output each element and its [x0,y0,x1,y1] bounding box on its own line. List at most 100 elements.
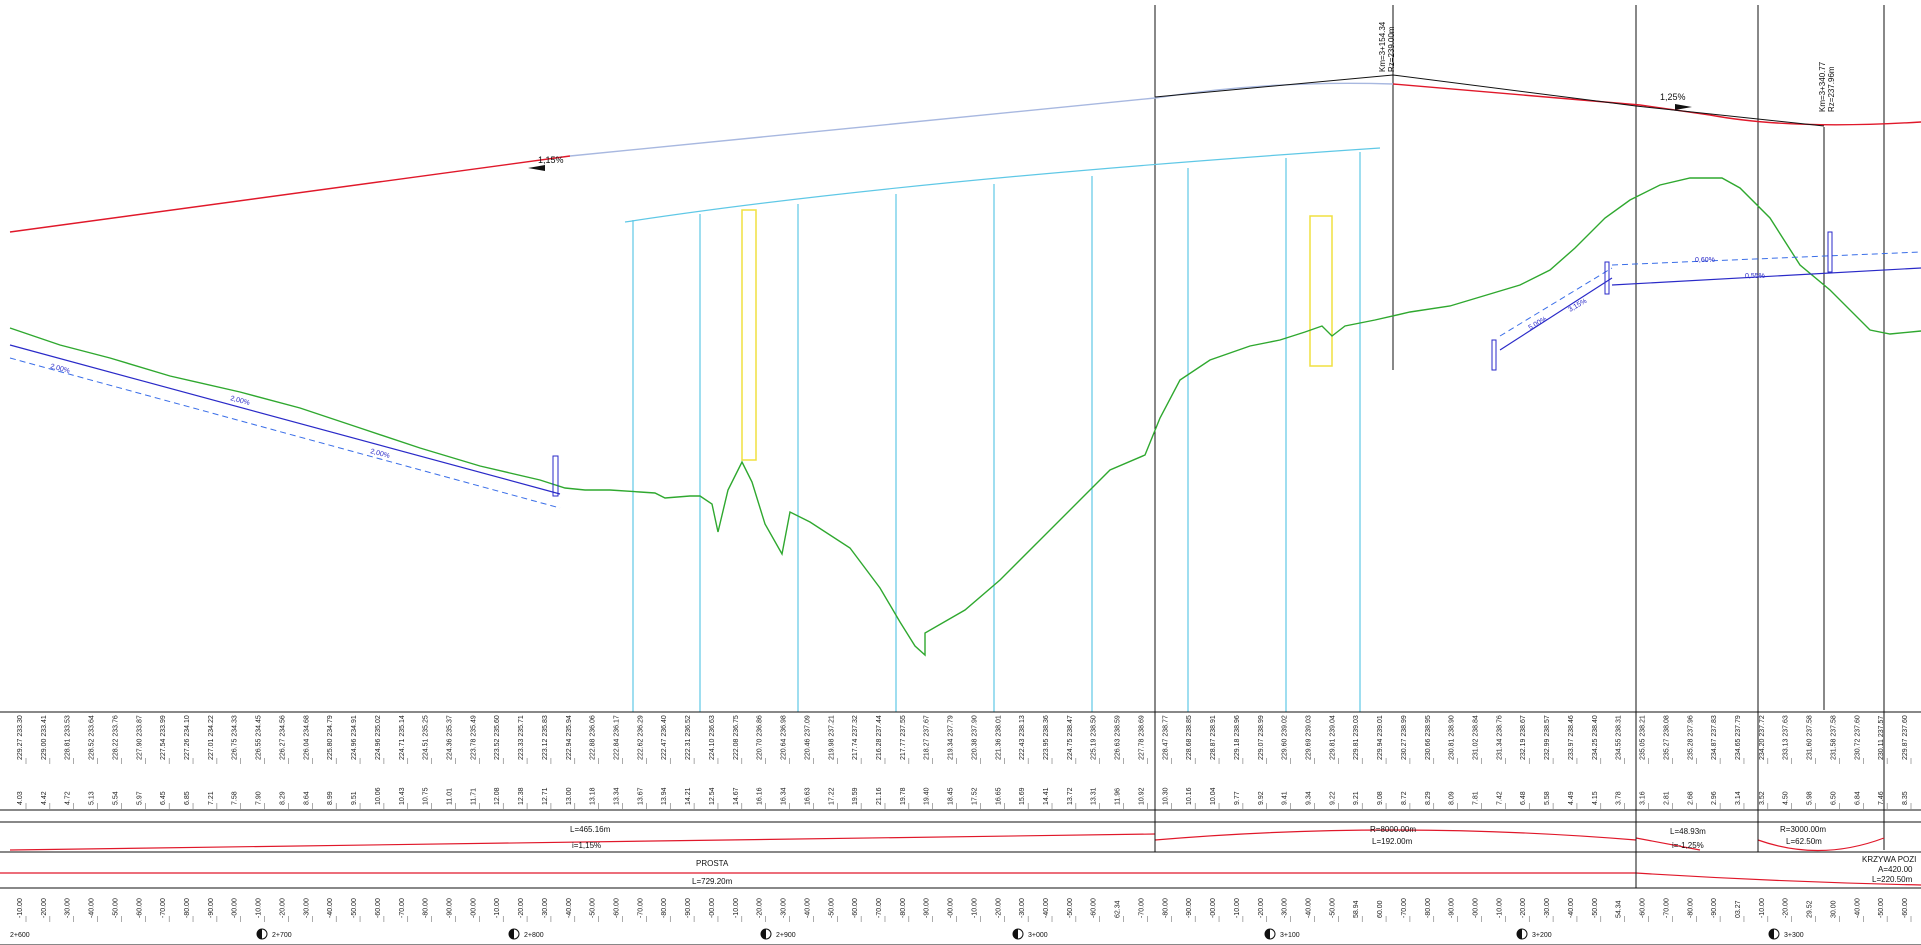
station-offset-cell: -80.00 [900,898,907,918]
culvert-grade-label: 2,00% [369,448,390,460]
elevation-cell: 233.97 238.46 [1568,715,1575,760]
station-offset-cell: -80.00 [1425,898,1432,918]
station-offset-cell: -30.00 [1019,898,1026,918]
elevation-cell: 230.11 237.57 [1878,716,1885,760]
vertex-elev-1: Rz=239.00m [1387,26,1396,72]
station-offset-cell: -80.00 [184,898,191,918]
elevation-cell: 225.80 234.79 [327,715,334,760]
height-diff-cell: 6.85 [184,791,191,805]
elevation-cell: 234.65 237.79 [1735,715,1742,760]
elevation-cell: 216.28 237.44 [876,715,883,760]
height-diff-cell: 12.38 [518,787,525,805]
station-offset-cell: -70.00 [1401,898,1408,918]
station-offset-cell: -90.00 [1711,898,1718,918]
height-diff-cell: 9.21 [1353,791,1360,805]
elevation-cell: 219.98 237.21 [828,715,835,760]
station-offset-cell: -20.00 [518,898,525,918]
station-offset-cell: 03.27 [1735,900,1742,918]
table-row-elevations: 229.27 233.30 229.00 233.41 228.81 233.53 2… [17,715,1912,764]
height-diff-cell: 4.03 [17,791,24,805]
elevation-cell: 228.81 233.53 [65,715,72,760]
terrain-line [9,177,1921,657]
vertical-curve-length-2: L=62.50m [1786,837,1822,846]
elevation-cell: 229.69 239.03 [1305,715,1312,760]
station-label: 3+000 [1028,932,1048,939]
station-offset-cell: -00.00 [470,898,477,918]
height-diff-cell: 12.08 [494,787,501,805]
station-offset-cell: -90.00 [208,898,215,918]
elevation-cell: 222.08 236.75 [733,715,740,760]
station-offset-cell: -50.00 [828,898,835,918]
station-offset-cell: -20.00 [1258,898,1265,918]
height-diff-cell: 13.67 [637,787,644,805]
station-offset-cell: -60.00 [1640,898,1647,918]
elevation-cell: 229.94 239.01 [1377,715,1384,760]
height-diff-cell: 19.40 [924,787,931,805]
vertical-curve-radius-2: R=3000.00m [1780,825,1826,834]
station-offset-cell: -50.00 [1067,898,1074,918]
elevation-cell: 227.54 233.99 [160,715,167,760]
station-offset-cell: 54.34 [1616,900,1623,918]
height-diff-cell: 6.84 [1854,791,1861,805]
elevation-cell: 220.46 237.09 [804,715,811,760]
vertical-segment-length-2: L=48.93m [1670,827,1706,836]
station-offset-cell: -40.00 [1043,898,1050,918]
station-offset-cell: -00.00 [709,898,716,918]
height-diff-cell: 4.50 [1783,791,1790,805]
station-offset-cell: -40.00 [566,898,573,918]
station-offset-cell: -70.00 [399,898,406,918]
culvert-grade-label: 0,60% [1695,257,1715,264]
elevation-cell: 223.95 238.36 [1043,715,1050,760]
height-diff-cell: 16.63 [804,787,811,805]
height-diff-cell: 8.35 [1902,791,1909,805]
station-offset-cell: 29.52 [1807,900,1814,918]
station-marker-half [1769,929,1774,939]
elevation-cell: 229.18 238.96 [1234,715,1241,760]
height-diff-cell: 9.41 [1282,791,1289,805]
height-diff-cell: 11.96 [1115,788,1122,805]
height-diff-cell: 5.97 [136,791,143,805]
height-diff-cell: 11.01 [446,788,453,805]
height-diff-cell: 2.96 [1711,791,1718,805]
vertex-km-1: Km=3+154.34 [1378,21,1387,72]
elevation-cell: 227.26 234.10 [184,715,191,760]
height-diff-cell: 7.81 [1473,791,1480,805]
station-offset-cell: -20.00 [41,898,48,918]
data-table-grid [0,711,1921,945]
height-diff-cell: 4.42 [41,791,48,805]
station-offset-cell: -30.00 [1544,898,1551,918]
height-diff-cell: 10.16 [1186,787,1193,805]
height-diff-cell: 10.75 [423,787,430,805]
elevation-cell: 228.52 233.64 [89,715,96,760]
transition-curve-label: KRZYWA POZI [1862,855,1916,864]
elevation-cell: 235.05 238.21 [1640,715,1647,760]
station-offset-cell: -30.00 [65,898,72,918]
station-offset-cell: -00.00 [948,898,955,918]
station-offset-cell: -20.00 [757,898,764,918]
elevation-cell: 234.25 238.40 [1592,715,1599,760]
elevation-cell: 226.63 238.59 [1115,715,1122,760]
height-diff-cell: 17.22 [828,787,835,805]
elevation-cell: 232.19 238.67 [1520,715,1527,760]
station-offset-cell: -80.00 [661,898,668,918]
station-marker-half [1013,929,1018,939]
elevation-cell: 227.01 234.22 [208,715,215,760]
elevation-cell: 217.74 237.32 [852,715,859,760]
elevation-cell: 224.10 236.63 [709,715,716,760]
elevation-cell: 229.60 239.02 [1282,715,1289,760]
vertex-elev-2: Rz=237.96m [1827,66,1836,112]
station-marker-half [257,929,262,939]
height-diff-cell: 5.13 [89,791,96,805]
station-markers: 2+600 2+700 2+800 2+900 3+000 3+100 3+200 3+300 [10,928,1804,940]
vertical-curve-length: L=192.00m [1372,837,1413,846]
elevation-cell: 228.22 233.76 [112,715,119,760]
elevation-cell: 224.96 234.91 [351,715,358,760]
grade-label-right: 1,25% [1660,92,1686,102]
station-offset-cell: -40.00 [804,898,811,918]
station-offset-cell: -20.00 [279,898,286,918]
elevation-cell: 217.77 237.55 [900,715,907,760]
elevation-cell: 221.36 238.01 [995,715,1002,760]
elevation-cell: 228.68 238.85 [1186,715,1193,760]
grade-arrows [528,104,1692,171]
station-offset-cell: -10.00 [256,898,263,918]
